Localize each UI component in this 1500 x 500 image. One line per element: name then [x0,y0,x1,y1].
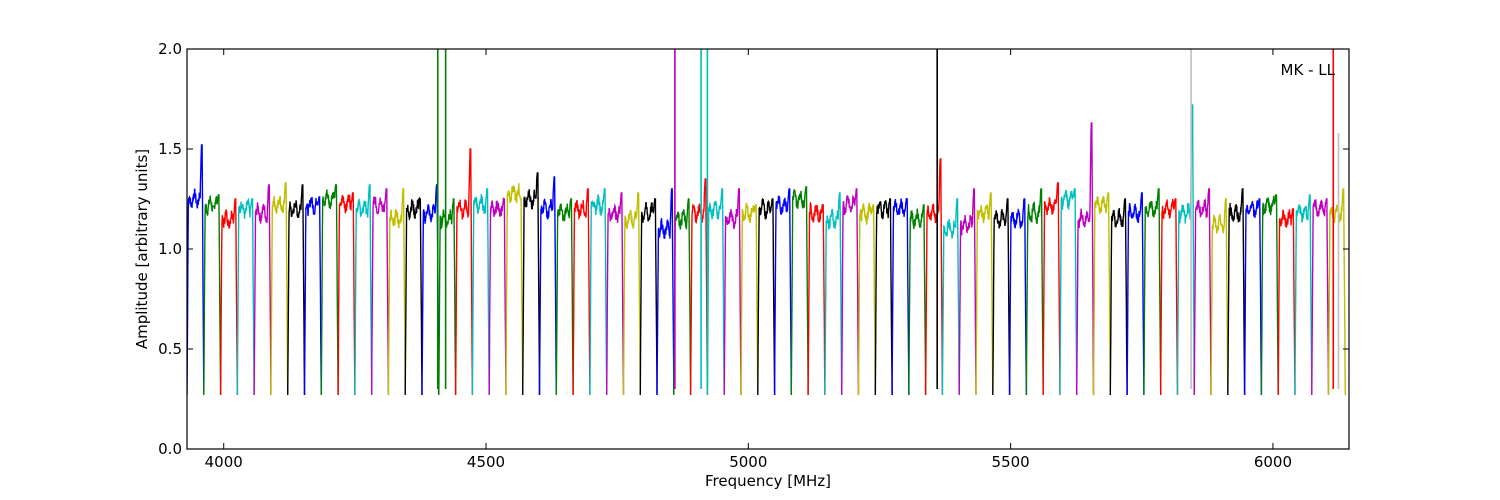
x-tick-label: 6000 [1254,453,1292,471]
spectrum-band-line [1042,182,1061,396]
spectrum-band-line [757,197,776,396]
spectrum-band-line [371,188,390,396]
spectrum-band-line [505,183,524,396]
spectrum-band-line [354,184,373,396]
spectrum-band-line [1260,194,1279,396]
plot-area [187,49,1346,396]
y-axis-title: Amplitude [arbitrary units] [133,149,151,349]
spectrum-band-line [975,192,994,396]
spectrum-band-line [1059,188,1078,396]
spectrum-band-line [857,202,876,396]
spectrum-band-line [689,178,709,396]
spectrum-band-line [1311,198,1330,396]
spectrum-band-line [992,198,1011,396]
spectrum-band-line [824,192,843,396]
spectrum-band-line [421,184,440,396]
spectrum-band-line [1092,192,1111,396]
spectrum-band-line [471,188,490,396]
spectrum-band-line [639,198,658,396]
spectrum-band-line [454,148,474,396]
spectrum-band-line [773,188,792,396]
y-axis: 0.0 0.5 1.0 1.5 2.0 [158,40,1349,458]
spectrum-band-line [1076,122,1095,396]
spectrum-band-line [673,198,692,396]
spectrum-band-line [1193,188,1212,396]
spectrum-band-line [438,198,457,396]
spectrum-band-line [874,198,893,396]
x-axis: 4000 4500 5000 5500 6000 [205,49,1292,471]
spectrum-band-line [1294,194,1313,396]
spectrum-band-line [740,202,759,396]
spectrum-band-line [387,188,406,396]
spectrum-band-line [555,198,574,396]
y-tick-label: 0.0 [158,440,182,458]
spectrum-band-line [1327,188,1346,396]
spectrum-band-line [1109,198,1128,396]
spectrum-band-line [404,196,423,396]
spectrum-band-line [1143,188,1162,396]
spectrum-band-line [253,184,272,396]
spectrum-band-line [606,192,625,396]
spectrum-band-line [589,188,608,396]
spectrum-band-line [1008,198,1028,396]
spectrum-band-line [287,184,306,396]
spectrum-band-line [924,158,944,396]
y-tick-label: 1.5 [158,140,182,158]
spectrum-band-line [320,184,339,396]
spectrum-band-line [303,196,322,396]
y-tick-label: 2.0 [158,40,182,58]
spectrum-band-line [1126,192,1145,396]
spectrum-band-line [723,188,742,396]
x-tick-label: 4000 [205,453,243,471]
spectrum-band-line [941,198,960,396]
spectrum-band-line [908,204,927,396]
spectrum-band-line [270,182,289,396]
spectrum-band-line [538,176,557,396]
y-tick-label: 1.0 [158,240,182,258]
spectrum-band-line [841,188,860,396]
spectrum-band-line [187,144,205,396]
spectrum-band-line [337,192,356,396]
spectrum-band-line [203,194,222,396]
spectrum-band-line [1243,198,1263,396]
chart-annotation: MK - LL [1281,61,1336,79]
x-tick-label: 5000 [729,453,767,471]
spectrum-band-line [891,198,910,396]
x-tick-label: 5500 [992,453,1030,471]
spectrum-band-line [656,188,675,396]
x-axis-title: Frequency [MHz] [705,472,831,490]
spectrum-band-line [219,198,239,396]
y-tick-label: 0.5 [158,340,182,358]
spectrum-band-line [790,186,809,396]
spectrum-band-line [236,197,255,396]
spectrum-band-line [522,172,541,396]
spectrum-band-line [1277,208,1296,396]
spectrum-band-line [1025,188,1044,396]
spectrum-band-line [488,197,507,396]
spectrum-band-line [706,188,725,396]
spectrum-band-line [622,192,641,396]
spectrum-band-line [958,188,977,396]
spectrum-band-line [1210,198,1229,396]
x-tick-label: 4500 [467,453,505,471]
spectrum-band-line [1227,188,1246,396]
spectrum-band-line [1160,198,1179,396]
spectrum-band-line [572,188,591,396]
spectrum-band-line [807,202,826,396]
